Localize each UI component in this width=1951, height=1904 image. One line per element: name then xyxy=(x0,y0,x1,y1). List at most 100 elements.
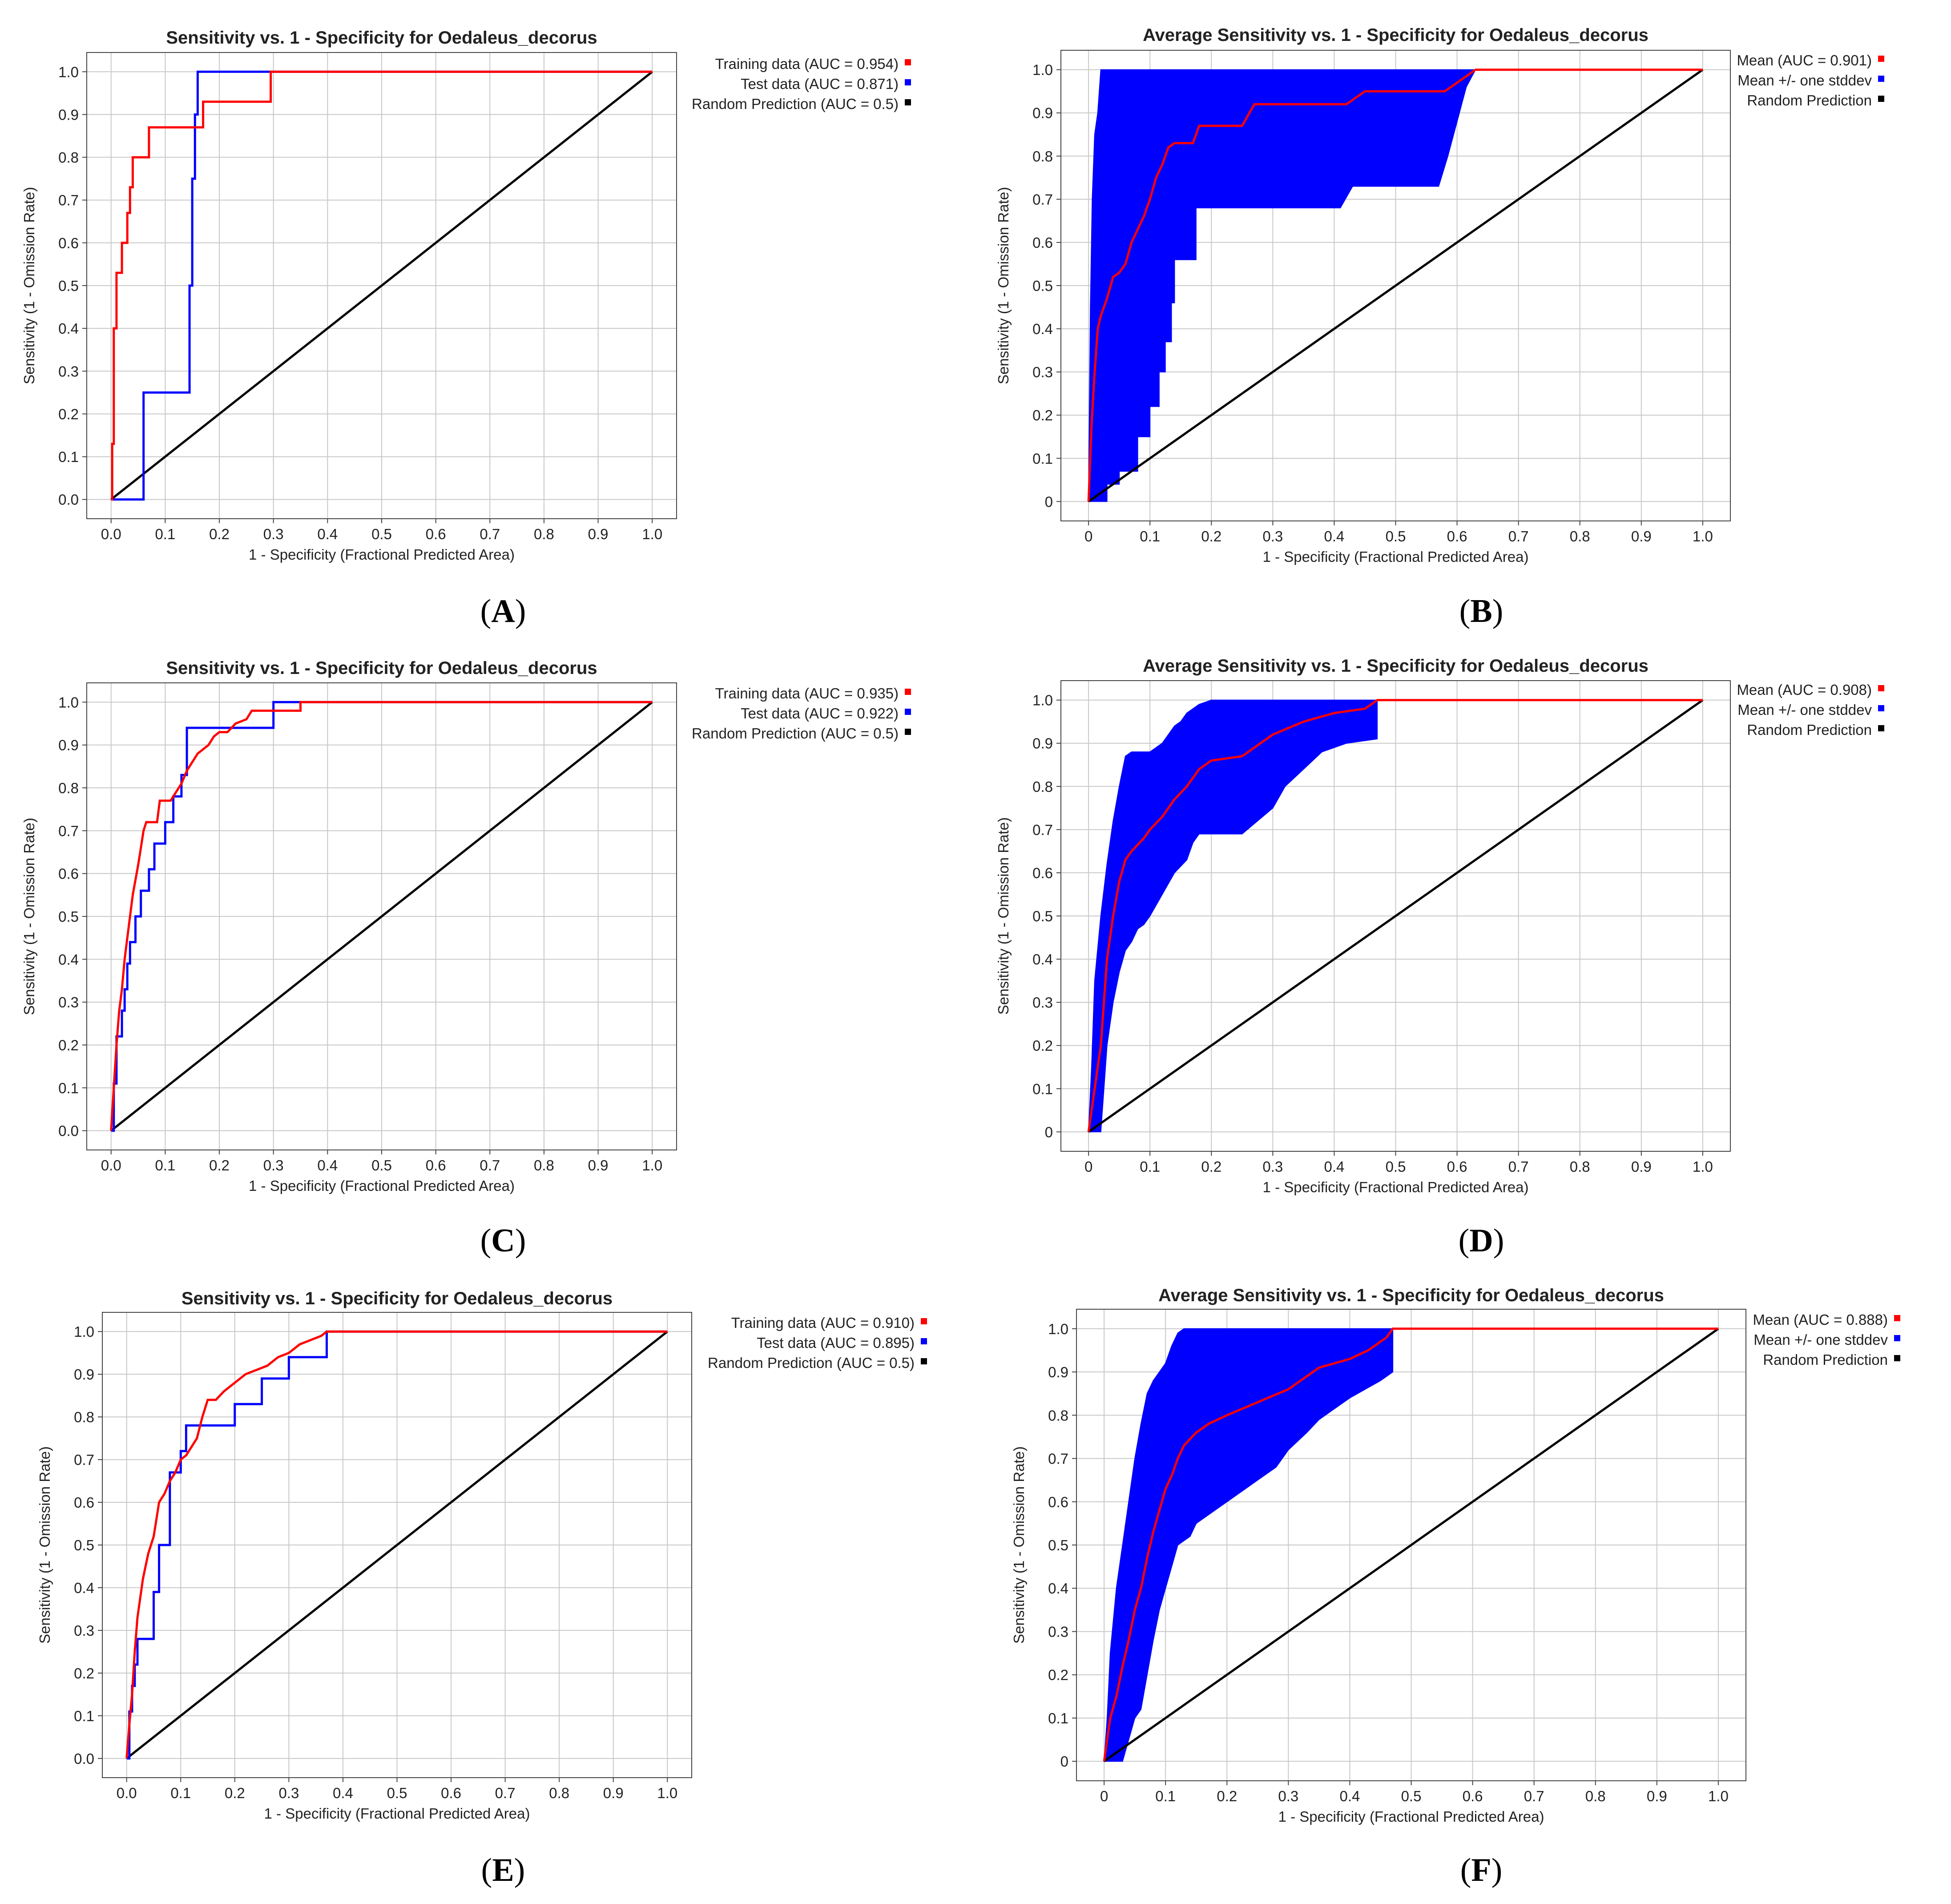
roc-panel-e: 0.0 0.1 0.2 0.3 0.4 0.5 0.6 0.7 0.8 0.9 1.0 0.0 0.1 0… xyxy=(36,1289,927,1822)
y-tick-label: 0.3 xyxy=(58,994,79,1011)
x-tick-label: 0.7 xyxy=(480,526,500,542)
y-tick-label: 0.5 xyxy=(58,908,79,925)
x-tick-label: 0.5 xyxy=(1401,1788,1422,1804)
x-tick-label: 0.1 xyxy=(1155,1788,1176,1804)
x-tick-label: 0.4 xyxy=(317,1157,338,1174)
legend-swatch xyxy=(1878,56,1884,62)
x-tick-label: 0.2 xyxy=(1201,1158,1221,1175)
legend-label: Random Prediction (AUC = 0.5) xyxy=(708,1355,915,1371)
x-tick-label: 0.1 xyxy=(155,526,175,542)
x-axis-label: 1 - Specificity (Fractional Predicted Ar… xyxy=(264,1805,530,1822)
y-axis-label: Sensitivity (1 - Omission Rate) xyxy=(995,187,1012,384)
legend-swatch xyxy=(1894,1315,1900,1321)
y-tick-label: 0.4 xyxy=(74,1580,94,1596)
y-tick-label: 0.7 xyxy=(1048,1451,1068,1467)
x-tick-label: 0.5 xyxy=(1386,528,1406,545)
legend-label: Mean (AUC = 0.908) xyxy=(1737,682,1872,698)
x-tick-label: 0 xyxy=(1100,1788,1108,1804)
x-tick-label: 0 xyxy=(1084,1158,1092,1175)
y-axis-label: Sensitivity (1 - Omission Rate) xyxy=(21,818,37,1015)
legend-swatch xyxy=(921,1338,927,1344)
legend-label: Mean +/- one stddev xyxy=(1737,72,1872,89)
y-tick-label: 1.0 xyxy=(74,1323,94,1340)
panel-caption: (F) xyxy=(1460,1852,1503,1888)
legend-label: Mean (AUC = 0.888) xyxy=(1753,1311,1888,1328)
panel-title: Sensitivity vs. 1 - Specificity for Oeda… xyxy=(166,28,597,48)
y-tick-label: 0.4 xyxy=(1048,1580,1068,1597)
y-tick-label: 1.0 xyxy=(1032,692,1053,709)
y-tick-label: 0.9 xyxy=(1032,735,1053,752)
x-tick-label: 0.2 xyxy=(209,1157,230,1174)
x-tick-label: 0.1 xyxy=(170,1785,191,1801)
y-tick-label: 0.8 xyxy=(1032,148,1053,165)
x-tick-label: 0.6 xyxy=(1447,1158,1467,1175)
training-data-line xyxy=(110,701,653,1131)
y-tick-label: 0 xyxy=(1045,493,1053,510)
y-axis-label: Sensitivity (1 - Omission Rate) xyxy=(995,817,1012,1015)
y-tick-label: 0.6 xyxy=(58,235,79,251)
y-tick-label: 0.1 xyxy=(1032,1081,1053,1097)
x-tick-label: 0.4 xyxy=(1339,1788,1360,1804)
y-tick-label: 0.8 xyxy=(1048,1407,1068,1424)
legend-label: Mean +/- one stddev xyxy=(1737,702,1872,718)
y-tick-label: 0.1 xyxy=(74,1708,94,1724)
panel-title: Average Sensitivity vs. 1 - Specificity … xyxy=(1158,1286,1664,1305)
x-tick-label: 0.3 xyxy=(263,1157,284,1174)
y-tick-label: 0.9 xyxy=(58,106,79,123)
x-tick-label: 0.1 xyxy=(155,1157,175,1174)
x-tick-label: 0 xyxy=(1084,528,1092,545)
x-tick-label: 0.9 xyxy=(588,526,609,542)
random-prediction-line xyxy=(110,701,653,1132)
roc-panel-d: 0 0.1 0.2 0.3 0.4 0.5 0.6 0.7 0.8 0.9 1.0 0 0.1 0.2 0.… xyxy=(995,656,1884,1195)
legend: Mean (AUC = 0.908) Mean +/- one stddev Ran… xyxy=(1737,682,1884,738)
x-tick-label: 0.0 xyxy=(101,1157,121,1174)
legend-label: Mean +/- one stddev xyxy=(1753,1331,1888,1348)
y-tick-label: 0.5 xyxy=(1048,1537,1068,1553)
y-tick-label: 0.6 xyxy=(1048,1494,1068,1510)
legend-label: Test data (AUC = 0.871) xyxy=(741,76,899,92)
panel-title: Sensitivity vs. 1 - Specificity for Oeda… xyxy=(166,658,597,678)
x-tick-label: 0.9 xyxy=(1631,528,1652,545)
legend-swatch xyxy=(905,689,911,695)
training-data-line xyxy=(111,70,653,501)
y-tick-label: 0.2 xyxy=(58,1037,79,1053)
legend-label: Random Prediction (AUC = 0.5) xyxy=(692,725,899,742)
roc-panel-f: 0 0.1 0.2 0.3 0.4 0.5 0.6 0.7 0.8 0.9 1.0 0 0.1 0.2 0.… xyxy=(1011,1286,1900,1825)
x-tick-label: 0.9 xyxy=(588,1157,609,1174)
legend: Training data (AUC = 0.910) Test data (AU… xyxy=(708,1315,927,1371)
y-tick-label: 0.3 xyxy=(1048,1623,1068,1640)
x-tick-label: 0.8 xyxy=(1585,1788,1606,1804)
x-tick-label: 0.7 xyxy=(1508,1158,1529,1175)
x-axis-label: 1 - Specificity (Fractional Predicted Ar… xyxy=(249,1178,515,1194)
x-tick-label: 0.4 xyxy=(317,526,338,542)
y-tick-label: 0.3 xyxy=(74,1622,94,1639)
x-tick-label: 0.6 xyxy=(1447,528,1467,545)
y-tick-label: 1.0 xyxy=(1048,1321,1068,1337)
x-tick-label: 1.0 xyxy=(1708,1788,1729,1804)
y-tick-label: 0.8 xyxy=(1032,779,1053,795)
y-tick-label: 0.7 xyxy=(1032,822,1053,838)
x-tick-label: 0.6 xyxy=(426,526,446,542)
y-axis-label: Sensitivity (1 - Omission Rate) xyxy=(36,1446,53,1644)
panel-caption: (C) xyxy=(480,1222,526,1259)
legend-swatch xyxy=(905,99,911,105)
legend-swatch xyxy=(921,1318,927,1324)
y-tick-label: 0.5 xyxy=(58,278,79,294)
panel-caption: (A) xyxy=(480,593,526,629)
x-tick-label: 0.7 xyxy=(480,1157,500,1174)
roc-panel-c: 0.0 0.1 0.2 0.3 0.4 0.5 0.6 0.7 0.8 0.9 1.0 0.0 0.1 0… xyxy=(21,658,911,1194)
x-tick-label: 0.2 xyxy=(209,526,230,542)
x-tick-label: 0.5 xyxy=(371,526,392,542)
x-tick-label: 0.3 xyxy=(278,1785,299,1801)
x-tick-label: 1.0 xyxy=(657,1785,677,1801)
y-tick-label: 0.5 xyxy=(1032,908,1053,924)
y-tick-label: 0.0 xyxy=(58,1123,79,1139)
y-tick-label: 0.7 xyxy=(1032,191,1053,208)
y-tick-label: 0.5 xyxy=(74,1537,94,1553)
x-tick-label: 0.9 xyxy=(1631,1158,1652,1175)
training-data-line xyxy=(125,1330,668,1759)
x-tick-label: 0.7 xyxy=(1508,528,1529,545)
legend-swatch xyxy=(1894,1335,1900,1341)
y-tick-label: 0.9 xyxy=(58,737,79,754)
